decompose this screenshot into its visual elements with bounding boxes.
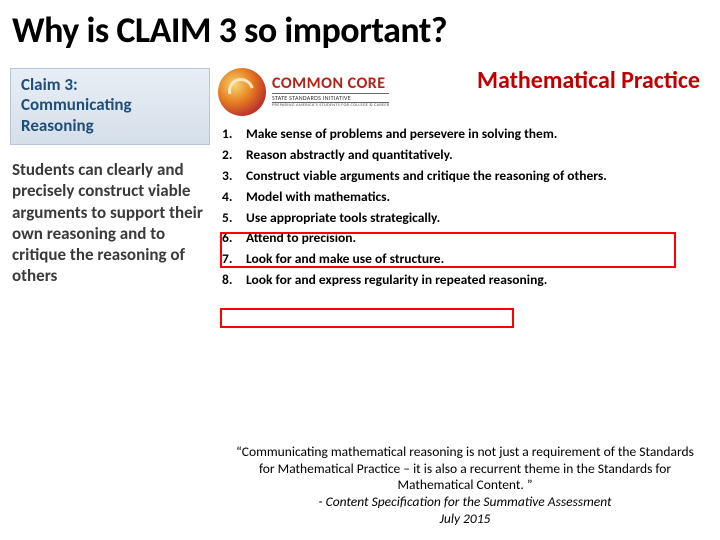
logo-text: COMMON CORE STATE STANDARDS INITIATIVE P…: [272, 76, 389, 109]
practice-item: Look for and express regularity in repea…: [222, 270, 710, 291]
practice-item: Construct viable arguments and critique …: [222, 166, 710, 187]
practice-item: Use appropriate tools strategically.: [222, 208, 710, 229]
left-column: Claim 3: Communicating Reasoning Student…: [10, 68, 210, 291]
logo-main-text: COMMON CORE: [272, 76, 389, 92]
practice-item: Make sense of problems and persevere in …: [222, 124, 710, 145]
practice-list: Make sense of problems and persevere in …: [218, 124, 710, 291]
quote-date: July 2015: [230, 511, 700, 528]
page-title: Why is CLAIM 3 so important?: [0, 0, 720, 56]
header-row: COMMON CORE STATE STANDARDS INITIATIVE P…: [218, 68, 710, 116]
right-column: COMMON CORE STATE STANDARDS INITIATIVE P…: [218, 68, 710, 291]
highlight-box-6: [220, 308, 514, 328]
practice-item: Attend to precision.: [222, 228, 710, 249]
practice-item: Model with mathematics.: [222, 187, 710, 208]
logo-tagline: PREPARING AMERICA'S STUDENTS FOR COLLEGE…: [272, 104, 389, 109]
claim-subtitle: Communicating Reasoning: [21, 95, 199, 136]
quote-text: “Communicating mathematical reasoning is…: [230, 444, 700, 495]
claim-box: Claim 3: Communicating Reasoning: [10, 68, 210, 145]
practice-item: Reason abstractly and quantitatively.: [222, 145, 710, 166]
quote-block: “Communicating mathematical reasoning is…: [230, 444, 700, 528]
logo-sub-text: STATE STANDARDS INITIATIVE: [272, 93, 389, 103]
quote-source: - Content Specification for the Summativ…: [230, 494, 700, 511]
mathematical-practice-heading: Mathematical Practice: [477, 68, 710, 94]
swirl-icon: [218, 68, 266, 116]
content-area: Claim 3: Communicating Reasoning Student…: [0, 56, 720, 291]
claim-description: Students can clearly and precisely const…: [10, 159, 210, 287]
practice-item: Look for and make use of structure.: [222, 249, 710, 270]
claim-label: Claim 3:: [21, 75, 199, 95]
common-core-logo: COMMON CORE STATE STANDARDS INITIATIVE P…: [218, 68, 389, 116]
